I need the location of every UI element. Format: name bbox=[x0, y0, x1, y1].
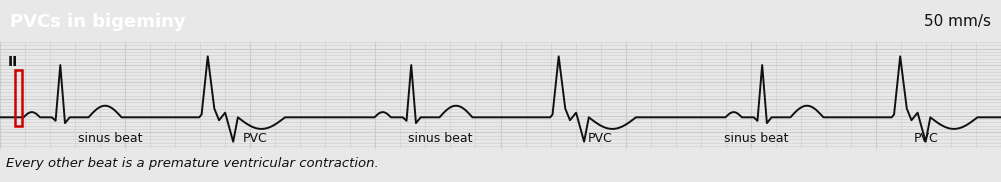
Text: sinus beat: sinus beat bbox=[724, 132, 788, 145]
Text: PVC: PVC bbox=[243, 132, 267, 145]
Text: PVC: PVC bbox=[914, 132, 938, 145]
Text: 50 mm/s: 50 mm/s bbox=[924, 14, 991, 29]
Text: II: II bbox=[8, 55, 18, 69]
Text: PVC: PVC bbox=[589, 132, 613, 145]
Text: sinus beat: sinus beat bbox=[78, 132, 142, 145]
Text: Every other beat is a premature ventricular contraction.: Every other beat is a premature ventricu… bbox=[6, 157, 378, 171]
Text: PVCs in bigeminy: PVCs in bigeminy bbox=[10, 13, 185, 31]
Bar bbox=[15, 70, 22, 126]
Text: sinus beat: sinus beat bbox=[408, 132, 472, 145]
